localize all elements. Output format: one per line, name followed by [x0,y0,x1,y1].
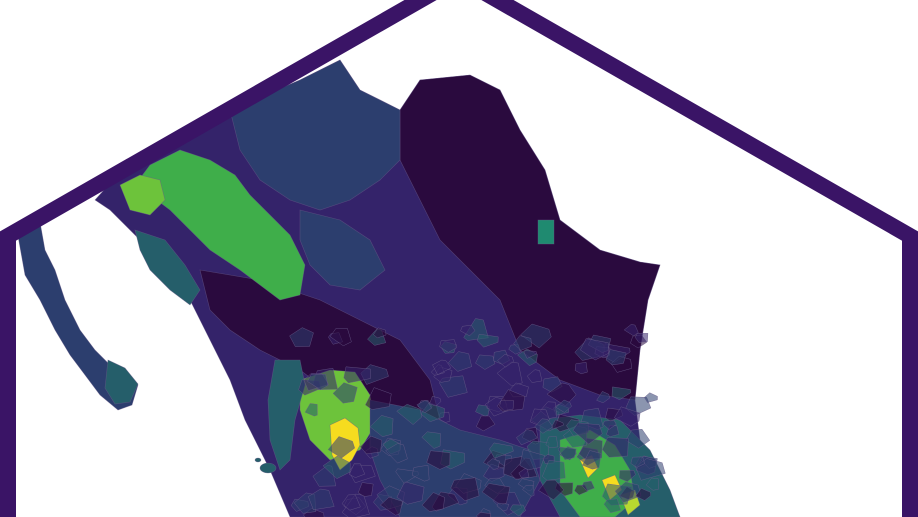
west-teal-region [134,229,201,306]
municipality-cell [429,396,442,407]
map-regions [18,59,681,517]
municipality-cell [574,362,588,375]
municipality-cell [623,324,639,337]
municipality-cell [538,479,565,500]
municipality-cell [520,323,552,349]
municipality-cell [421,431,441,449]
municipality-cell [619,470,636,482]
light-green-region [119,174,166,216]
municipality-cell [614,481,642,503]
municipality-cell [516,429,538,446]
municipality-cell [380,496,403,516]
municipality-cell [357,482,374,497]
municipality-cell [555,399,572,413]
municipality-cell [551,419,564,430]
municipality-cell [349,463,366,478]
sierra-green-region [134,149,306,301]
central-blue-region [299,209,386,291]
municipality-cell [476,512,491,517]
baja-south-region [104,359,139,405]
municipality-cell [432,359,452,375]
municipality-cell [625,429,651,449]
east-small-region [537,219,555,245]
municipality-cell [343,366,371,384]
municipality-cell [396,404,423,425]
municipality-cell [365,387,392,410]
municipality-cell [605,349,627,366]
municipality-cell [322,455,351,479]
municipality-cell [602,419,617,430]
municipality-cell [373,327,387,339]
municipality-cell [411,464,430,482]
municipality-cell [486,458,500,470]
municipality-cell [332,382,358,404]
municipality-cell [611,386,631,401]
municipality-cell [304,403,318,417]
municipality-cell [596,391,610,404]
municipality-cell [635,488,651,501]
municipality-cell [476,333,499,348]
municipality-cell [518,468,530,478]
west-coast-teal-region [267,359,306,471]
municipality-cell [499,400,515,411]
municipality-cell [489,442,514,459]
municipality-cell [475,354,496,370]
municipality-cell [634,333,649,343]
municipality-cell [448,351,472,372]
municipality-cell [534,418,554,434]
municipality-cell [603,498,621,514]
northwest-region [229,59,401,211]
municipality-cell [580,338,609,361]
municipality-cell [496,502,510,512]
municipality-cell [289,327,314,347]
municipality-cell [557,446,577,460]
municipality-cell [450,477,480,502]
municipality-cell [439,339,458,353]
municipality-cell [460,324,476,337]
municipality-cell [526,369,543,383]
municipality-cell [572,422,603,445]
northeast-region [399,74,661,401]
municipality-cell [329,328,352,347]
municipality-cell [630,456,645,468]
municipality-cell [307,373,329,390]
municipality-cell [421,492,445,512]
municipality-cell [509,504,526,517]
municipality-cell [476,415,496,432]
municipality-cell [369,415,394,437]
municipality-cell [545,436,559,449]
municipality-cell [497,353,514,368]
municipality-cell [522,485,535,497]
municipality-cell [519,449,546,471]
municipality-cell [581,480,595,492]
municipality-cell [341,494,361,511]
municipality-cell [416,400,432,414]
municipality-cell [308,488,335,511]
municipality-cell [426,450,451,470]
municipality-cell [644,392,658,403]
island-2 [254,457,262,463]
island-1 [259,462,277,474]
municipality-cell [602,437,629,458]
municipality-cell [645,477,659,491]
municipality-cell [327,436,355,459]
municipality-cell [540,401,558,419]
municipality-cell [513,335,532,351]
municipality-cells [289,318,666,517]
municipality-cell [396,481,425,505]
municipality-cell [385,443,408,464]
municipality-cell [614,406,641,427]
municipality-cell [523,350,538,359]
municipality-cell [359,435,383,455]
municipality-cell [582,450,602,470]
